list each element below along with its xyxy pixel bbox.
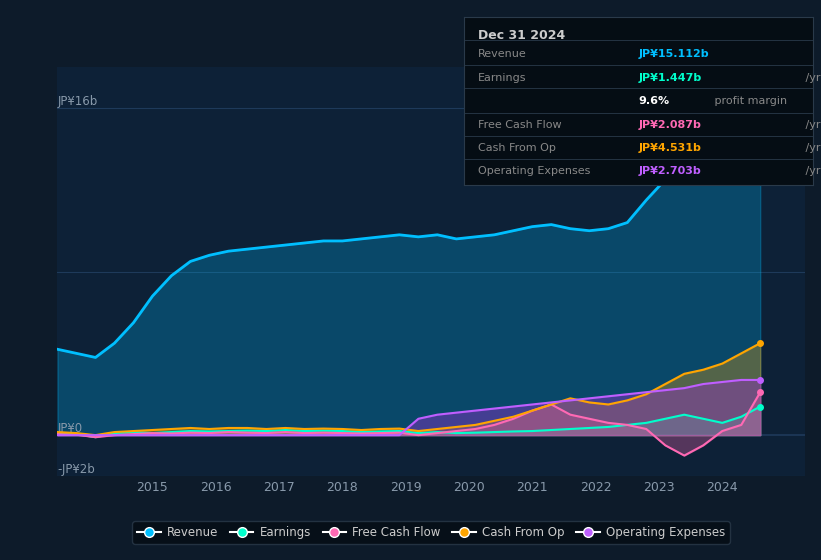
Text: JP¥2.087b: JP¥2.087b [639, 120, 701, 130]
Text: /yr: /yr [801, 73, 820, 83]
Text: /yr: /yr [819, 49, 821, 59]
Text: JP¥15.112b: JP¥15.112b [639, 49, 709, 59]
Text: JP¥16b: JP¥16b [57, 95, 98, 108]
Text: profit margin: profit margin [711, 96, 787, 106]
Text: JP¥4.531b: JP¥4.531b [639, 143, 701, 153]
Text: /yr: /yr [801, 166, 820, 176]
Text: -JP¥2b: -JP¥2b [57, 463, 95, 476]
Text: Cash From Op: Cash From Op [478, 143, 556, 153]
Text: JP¥1.447b: JP¥1.447b [639, 73, 702, 83]
Text: JP¥2.703b: JP¥2.703b [639, 166, 701, 176]
Text: Operating Expenses: Operating Expenses [478, 166, 590, 176]
Text: Dec 31 2024: Dec 31 2024 [478, 29, 565, 41]
Text: /yr: /yr [801, 143, 820, 153]
Text: JP¥0: JP¥0 [57, 422, 83, 435]
Text: Earnings: Earnings [478, 73, 526, 83]
Text: 9.6%: 9.6% [639, 96, 669, 106]
Text: Free Cash Flow: Free Cash Flow [478, 120, 562, 130]
Text: /yr: /yr [801, 120, 820, 130]
Text: Revenue: Revenue [478, 49, 526, 59]
Legend: Revenue, Earnings, Free Cash Flow, Cash From Op, Operating Expenses: Revenue, Earnings, Free Cash Flow, Cash … [132, 521, 730, 544]
